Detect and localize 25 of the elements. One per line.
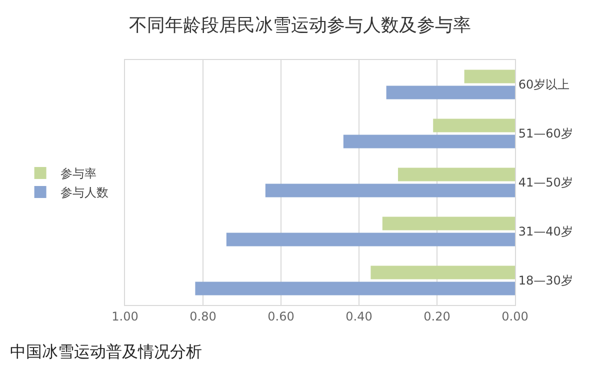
y-tick-label: 31—40岁: [518, 224, 573, 239]
bar: [195, 282, 515, 296]
bar: [343, 134, 515, 148]
x-tick-label: 0.20: [424, 309, 450, 324]
y-tick-label: 60岁以上: [518, 78, 570, 92]
y-tick-label: 51—60岁: [518, 126, 573, 141]
bar: [433, 118, 515, 132]
bar: [398, 168, 515, 182]
x-tick-label: 0.40: [346, 309, 372, 324]
y-tick-label: 18—30岁: [518, 274, 573, 288]
chart-title: 不同年龄段居民冰雪运动参与人数及参与率: [129, 14, 471, 36]
bar: [226, 232, 515, 246]
bar: [464, 70, 515, 84]
x-tick-label: 1.00: [112, 309, 138, 324]
x-tick-label: 0.00: [502, 309, 528, 324]
bar: [370, 266, 515, 280]
bar: [386, 86, 515, 100]
legend-label: 参与人数: [60, 186, 108, 200]
text: 中国冰雪运动普及情况分析: [10, 342, 202, 361]
y-tick-label: 41—50岁: [518, 176, 573, 190]
x-tick-label: 0.80: [190, 309, 216, 324]
x-tick-label: 0.60: [268, 309, 294, 324]
legend-label: 参与率: [60, 166, 96, 181]
bar: [382, 216, 515, 230]
bar: [265, 184, 515, 198]
